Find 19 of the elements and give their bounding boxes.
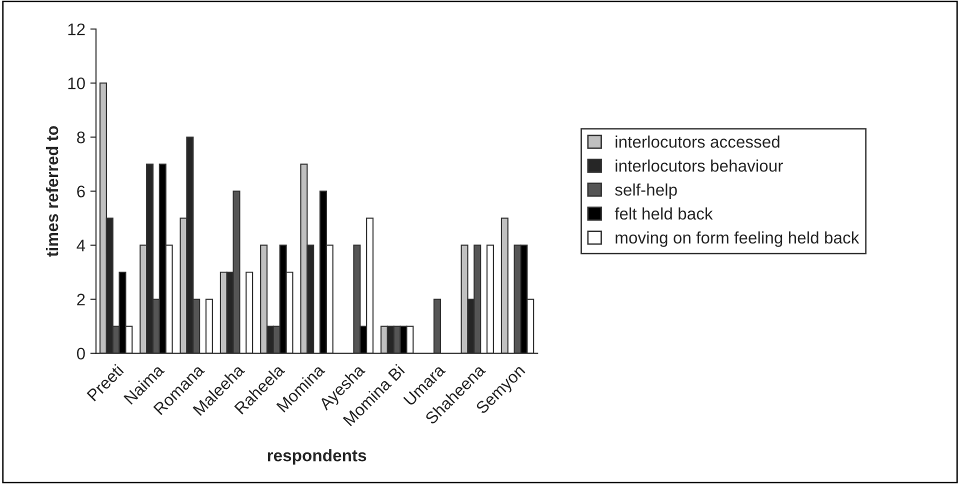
legend-label: interlocutors accessed — [616, 136, 780, 148]
y-axis-title: times referred to — [46, 126, 58, 257]
y-tick-label: 2 — [77, 294, 85, 306]
bar — [500, 218, 508, 354]
bar — [486, 244, 494, 354]
bar — [205, 298, 213, 354]
bar — [433, 298, 442, 354]
y-tick-label: 12 — [68, 23, 85, 36]
bar — [246, 272, 254, 354]
y-tick-label: 4 — [76, 240, 86, 252]
x-axis-title: respondents — [268, 449, 366, 465]
y-tick-label: 0 — [76, 348, 85, 360]
y-tick-label: 6 — [77, 186, 85, 198]
y-tick-label: 10 — [68, 77, 85, 90]
legend-label: self-help — [615, 183, 677, 199]
legend-label: interlocutors behaviour — [616, 160, 783, 172]
legend-label: moving on form feeling held back — [616, 231, 860, 247]
y-tick-label: 8 — [77, 132, 85, 144]
legend-label: felt held back — [614, 207, 713, 220]
